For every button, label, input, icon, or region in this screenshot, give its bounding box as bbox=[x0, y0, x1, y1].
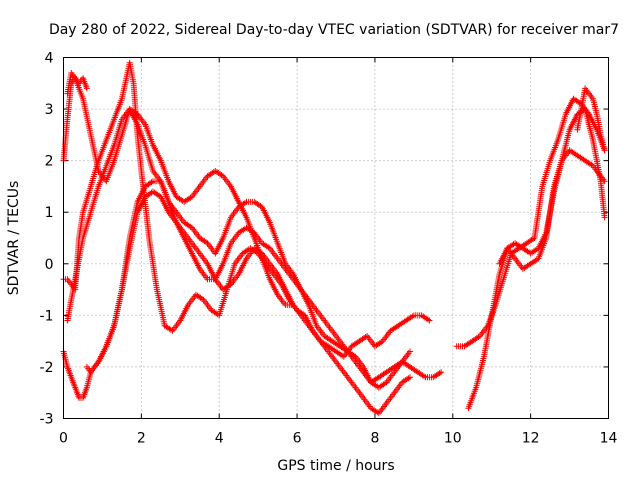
x-tick-labels: 0 2 4 6 8 10 12 14 bbox=[59, 431, 617, 447]
x-tick-label: 0 bbox=[59, 431, 68, 447]
series-marks bbox=[574, 85, 608, 154]
x-tick-label: 6 bbox=[293, 431, 302, 447]
series-marks bbox=[83, 188, 413, 417]
x-tick-label: 10 bbox=[444, 431, 462, 447]
y-tick-label: 1 bbox=[45, 205, 54, 221]
y-tick-label: -1 bbox=[40, 308, 54, 324]
x-tick-label: 12 bbox=[522, 431, 540, 447]
y-tick-label: -3 bbox=[40, 412, 54, 428]
x-tick-label: 4 bbox=[215, 431, 224, 447]
series-marks bbox=[496, 147, 608, 267]
y-tick-label: -2 bbox=[40, 360, 54, 376]
y-tick-label: 0 bbox=[45, 257, 54, 273]
x-tick-label: 8 bbox=[370, 431, 379, 447]
series-trace-8 bbox=[496, 147, 608, 267]
plot-frame bbox=[63, 57, 609, 419]
y-tick-labels: -3 -2 -1 0 1 2 3 4 bbox=[40, 51, 54, 428]
y-tick-label: 2 bbox=[45, 154, 54, 170]
series-trace-3 bbox=[60, 178, 413, 401]
x-tick-label: 14 bbox=[600, 431, 618, 447]
series-trace-4 bbox=[83, 188, 413, 417]
y-tick-label: 3 bbox=[45, 102, 54, 118]
series-marks bbox=[60, 178, 413, 401]
data-points bbox=[60, 59, 608, 417]
series-marks bbox=[64, 70, 90, 97]
x-axis-label: GPS time / hours bbox=[277, 458, 394, 474]
series-trace-9 bbox=[64, 70, 90, 97]
y-tick-label: 4 bbox=[45, 51, 54, 67]
series-trace-5 bbox=[64, 106, 297, 324]
y-axis-label: SDTVAR / TECUs bbox=[6, 181, 22, 296]
series-trace-7 bbox=[465, 106, 608, 412]
series-marks bbox=[465, 106, 608, 412]
series-trace-10 bbox=[574, 85, 608, 154]
chart-title: Day 280 of 2022, Sidereal Day-to-day VTE… bbox=[49, 22, 619, 38]
series-marks bbox=[64, 106, 297, 324]
x-tick-label: 2 bbox=[137, 431, 146, 447]
